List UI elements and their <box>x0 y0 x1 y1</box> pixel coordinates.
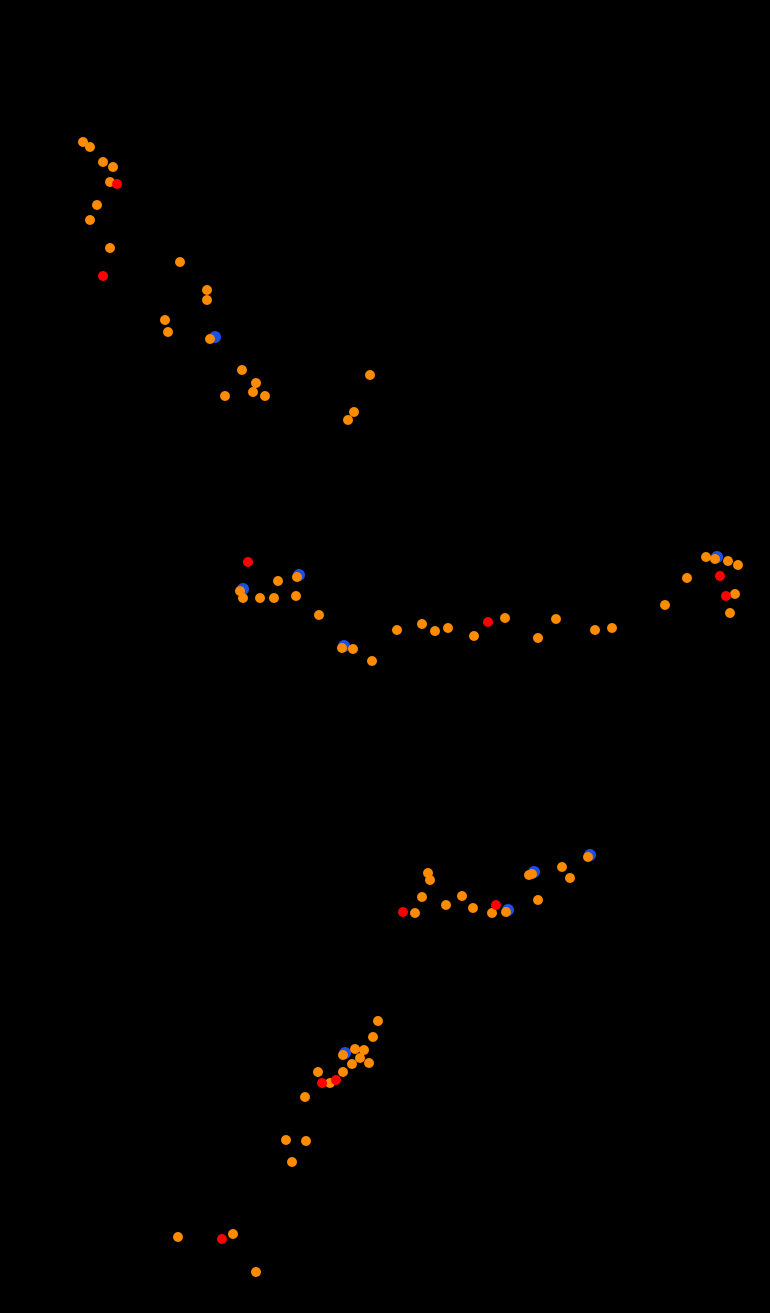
scatter-point-orange <box>583 852 593 862</box>
scatter-point-orange <box>301 1136 311 1146</box>
scatter-point-orange <box>85 215 95 225</box>
scatter-point-orange <box>468 903 478 913</box>
scatter-point-orange <box>365 370 375 380</box>
scatter-point-orange <box>527 869 537 879</box>
scatter-point-orange <box>417 892 427 902</box>
scatter-point-orange <box>423 868 433 878</box>
scatter-point-orange <box>500 613 510 623</box>
scatter-point-orange <box>337 643 347 653</box>
scatter-point-orange <box>92 200 102 210</box>
scatter-point-orange <box>248 387 258 397</box>
scatter-point-orange <box>533 633 543 643</box>
scatter-point-orange <box>410 908 420 918</box>
scatter-point-red <box>98 271 108 281</box>
scatter-point-orange <box>441 900 451 910</box>
scatter-point-orange <box>260 391 270 401</box>
scatter-point-orange <box>607 623 617 633</box>
scatter-point-orange <box>269 593 279 603</box>
scatter-point-orange <box>733 560 743 570</box>
scatter-point-orange <box>163 327 173 337</box>
scatter-point-orange <box>175 257 185 267</box>
scatter-canvas <box>0 0 770 1313</box>
scatter-point-orange <box>430 626 440 636</box>
scatter-point-orange <box>237 365 247 375</box>
scatter-point-red <box>715 571 725 581</box>
scatter-point-orange <box>108 162 118 172</box>
scatter-point-orange <box>565 873 575 883</box>
scatter-point-orange <box>251 1267 261 1277</box>
scatter-point-orange <box>338 1050 348 1060</box>
scatter-point-orange <box>300 1092 310 1102</box>
scatter-point-red <box>317 1078 327 1088</box>
scatter-point-orange <box>682 573 692 583</box>
scatter-point-red <box>483 617 493 627</box>
scatter-point-orange <box>417 619 427 629</box>
scatter-point-orange <box>551 614 561 624</box>
scatter-point-orange <box>281 1135 291 1145</box>
scatter-point-orange <box>469 631 479 641</box>
scatter-point-red <box>217 1234 227 1244</box>
scatter-point-orange <box>368 1032 378 1042</box>
scatter-point-red <box>491 900 501 910</box>
scatter-point-orange <box>314 610 324 620</box>
scatter-point-orange <box>730 589 740 599</box>
scatter-point-orange <box>255 593 265 603</box>
scatter-point-orange <box>392 625 402 635</box>
scatter-point-orange <box>557 862 567 872</box>
scatter-point-orange <box>105 243 115 253</box>
scatter-point-orange <box>359 1045 369 1055</box>
scatter-point-orange <box>98 157 108 167</box>
scatter-point-orange <box>590 625 600 635</box>
scatter-point-orange <box>725 608 735 618</box>
scatter-point-orange <box>238 593 248 603</box>
scatter-point-orange <box>228 1229 238 1239</box>
scatter-point-red <box>331 1075 341 1085</box>
scatter-point-orange <box>343 415 353 425</box>
scatter-point-orange <box>457 891 467 901</box>
scatter-point-red <box>721 591 731 601</box>
scatter-point-orange <box>373 1016 383 1026</box>
scatter-point-orange <box>313 1067 323 1077</box>
scatter-point-orange <box>348 644 358 654</box>
scatter-point-orange <box>287 1157 297 1167</box>
scatter-point-red <box>243 557 253 567</box>
scatter-point-orange <box>173 1232 183 1242</box>
scatter-point-orange <box>202 295 212 305</box>
scatter-point-orange <box>533 895 543 905</box>
scatter-point-orange <box>710 554 720 564</box>
scatter-point-orange <box>85 142 95 152</box>
scatter-point-red <box>112 179 122 189</box>
scatter-point-red <box>398 907 408 917</box>
scatter-point-orange <box>443 623 453 633</box>
scatter-point-orange <box>205 334 215 344</box>
scatter-point-orange <box>364 1058 374 1068</box>
scatter-point-orange <box>367 656 377 666</box>
scatter-point-orange <box>220 391 230 401</box>
scatter-point-orange <box>160 315 170 325</box>
scatter-point-orange <box>292 572 302 582</box>
scatter-point-orange <box>273 576 283 586</box>
scatter-point-orange <box>660 600 670 610</box>
scatter-point-orange <box>291 591 301 601</box>
scatter-point-orange <box>501 907 511 917</box>
scatter-point-orange <box>202 285 212 295</box>
scatter-point-orange <box>723 556 733 566</box>
